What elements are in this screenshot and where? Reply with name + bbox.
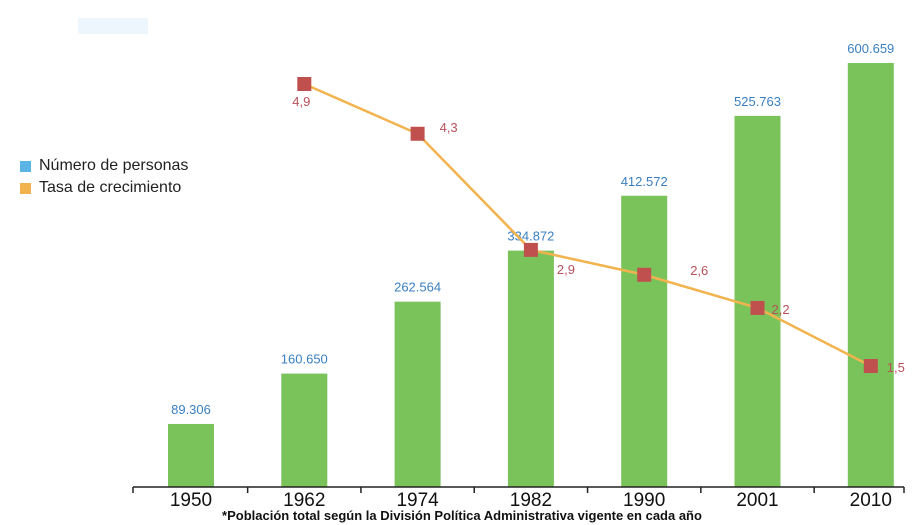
bar-1990 xyxy=(621,195,668,487)
rate-label-1974: 4,3 xyxy=(440,120,458,135)
legend-label-tasa: Tasa de crecimiento xyxy=(39,179,182,196)
bar-label-1962: 160.650 xyxy=(281,352,328,367)
bar-2010 xyxy=(847,63,894,487)
rate-marker-1990 xyxy=(637,267,652,282)
bar-label-1974: 262.564 xyxy=(394,280,441,295)
legend-swatch-personas xyxy=(20,160,31,172)
bar-label-2001: 525.763 xyxy=(734,94,781,109)
bar-1962 xyxy=(281,373,328,487)
legend-label-personas: Número de personas xyxy=(39,157,189,174)
x-tick-label-2001: 2001 xyxy=(736,490,778,511)
x-tick-label-2010: 2010 xyxy=(850,490,892,511)
rate-marker-2010 xyxy=(863,359,878,373)
rate-label-1990: 2,6 xyxy=(690,263,708,278)
growth-rate-line xyxy=(303,82,872,368)
bars-group: 89.306 160.650 262.564 334.872 412.572 525.76… xyxy=(168,41,894,487)
rate-marker-1974 xyxy=(410,126,425,141)
legend: Número de personas Tasa de crecimiento xyxy=(20,155,188,199)
rate-marker-2001 xyxy=(750,300,765,315)
rate-label-1962: 4,9 xyxy=(292,94,310,109)
bar-1974 xyxy=(394,301,441,487)
rate-marker-1962 xyxy=(297,77,312,91)
legend-swatch-tasa xyxy=(20,182,31,194)
rate-marker-1982 xyxy=(523,242,538,257)
rate-label-2001: 2,2 xyxy=(772,302,790,317)
x-tick-label-1950: 1950 xyxy=(170,490,212,511)
x-tick-label-1974: 1974 xyxy=(396,490,439,511)
bar-label-1950: 89.306 xyxy=(171,402,211,417)
bar-label-2010: 600.659 xyxy=(847,41,894,56)
bar-label-1982: 334.872 xyxy=(507,229,554,244)
legend-item-personas: Número de personas xyxy=(20,155,188,177)
x-tick-label-1982: 1982 xyxy=(510,490,552,511)
x-axis: 1950 1962 1974 1982 1990 2001 2010 xyxy=(132,486,905,511)
top-left-smudge xyxy=(78,18,148,34)
footnote: *Población total según la División Polít… xyxy=(222,508,702,523)
bar-1950 xyxy=(168,423,214,487)
x-tick-label-1990: 1990 xyxy=(623,490,665,511)
bar-label-1990: 412.572 xyxy=(621,174,668,189)
legend-item-tasa: Tasa de crecimiento xyxy=(20,177,188,199)
x-tick-label-1962: 1962 xyxy=(283,490,325,511)
bar-1982 xyxy=(507,250,554,487)
rate-label-2010: 1,5 xyxy=(887,360,905,375)
rate-label-1982: 2,9 xyxy=(557,262,575,277)
growth-line-group: 4,9 4,3 2,9 2,6 2,2 1,5 xyxy=(292,77,905,375)
